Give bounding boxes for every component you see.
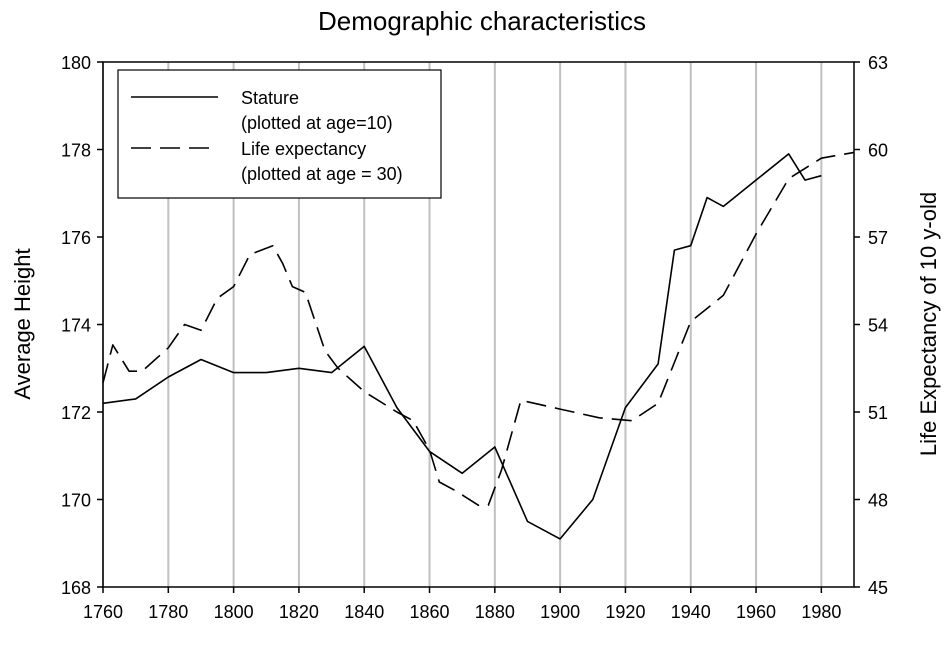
y-tick-label-178: 178: [61, 141, 91, 161]
y-tick-label-180: 180: [61, 53, 91, 73]
x-tick-label-1960: 1960: [736, 602, 776, 622]
x-tick-label-1980: 1980: [801, 602, 841, 622]
legend-label-life-expectancy: Life expectancy: [241, 139, 366, 159]
y-tick-label-172: 172: [61, 403, 91, 423]
y2-tick-label-63: 63: [868, 53, 888, 73]
x-tick-label-1880: 1880: [475, 602, 515, 622]
x-tick-label-1780: 1780: [148, 602, 188, 622]
y-axis-label: Average Height: [10, 248, 35, 399]
x-tick-label-1920: 1920: [605, 602, 645, 622]
series-line-stature: [102, 153, 822, 540]
chart-title: Demographic characteristics: [318, 6, 646, 36]
legend: Stature (plotted at age=10) Life expecta…: [117, 69, 442, 199]
y-tick-label-176: 176: [61, 228, 91, 248]
x-tick-label-1820: 1820: [279, 602, 319, 622]
x-tick-label-1840: 1840: [344, 602, 384, 622]
x-tick-label-1760: 1760: [83, 602, 123, 622]
y2-tick-label-60: 60: [868, 141, 888, 161]
y-axis-left: 168 170 172 174 176 178 180: [61, 53, 103, 598]
y2-tick-label-48: 48: [868, 491, 888, 511]
y2-tick-label-57: 57: [868, 228, 888, 248]
series-layer: [102, 151, 855, 540]
legend-sublabel-stature: (plotted at age=10): [241, 113, 393, 133]
y-tick-label-168: 168: [61, 578, 91, 598]
y2-tick-label-54: 54: [868, 316, 888, 336]
x-tick-label-1940: 1940: [671, 602, 711, 622]
y-tick-label-174: 174: [61, 316, 91, 336]
y-tick-label-170: 170: [61, 491, 91, 511]
legend-label-stature: Stature: [241, 88, 299, 108]
series-line-life-expectancy: [102, 151, 855, 507]
x-tick-label-1860: 1860: [409, 602, 449, 622]
y-axis-right: 45 48 51 54 57 60 63: [854, 53, 888, 598]
x-tick-label-1800: 1800: [214, 602, 254, 622]
legend-box: [117, 69, 442, 199]
y2-tick-label-45: 45: [868, 578, 888, 598]
y2-axis-label: Life Expectancy of 10 y-old: [916, 192, 941, 456]
y2-tick-label-51: 51: [868, 403, 888, 423]
x-tick-label-1900: 1900: [540, 602, 580, 622]
x-axis: 1760 1780 1800 1820 1840 1860 1880 1900 1920 1940…: [83, 587, 841, 622]
legend-sublabel-life-expectancy: (plotted at age = 30): [241, 164, 403, 184]
